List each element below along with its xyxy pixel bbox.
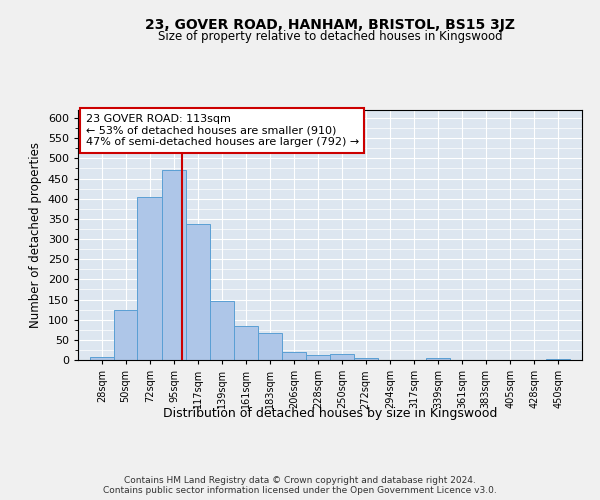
Bar — [137, 196, 163, 360]
Bar — [257, 333, 283, 360]
Y-axis label: Number of detached properties: Number of detached properties — [29, 142, 42, 328]
Text: Distribution of detached houses by size in Kingswood: Distribution of detached houses by size … — [163, 408, 497, 420]
Bar — [210, 300, 234, 360]
Bar — [113, 310, 137, 360]
Bar — [234, 326, 257, 360]
Text: Size of property relative to detached houses in Kingswood: Size of property relative to detached ho… — [158, 30, 502, 43]
Bar — [354, 358, 377, 360]
Bar — [306, 355, 330, 360]
Bar — [426, 358, 450, 360]
Bar — [186, 224, 210, 360]
Bar — [330, 354, 354, 360]
Bar — [90, 357, 113, 360]
Text: 23 GOVER ROAD: 113sqm
← 53% of detached houses are smaller (910)
47% of semi-det: 23 GOVER ROAD: 113sqm ← 53% of detached … — [86, 114, 359, 147]
Text: Contains HM Land Registry data © Crown copyright and database right 2024.
Contai: Contains HM Land Registry data © Crown c… — [103, 476, 497, 495]
Bar — [547, 359, 570, 360]
Text: 23, GOVER ROAD, HANHAM, BRISTOL, BS15 3JZ: 23, GOVER ROAD, HANHAM, BRISTOL, BS15 3J… — [145, 18, 515, 32]
Bar — [163, 170, 186, 360]
Bar — [283, 352, 306, 360]
